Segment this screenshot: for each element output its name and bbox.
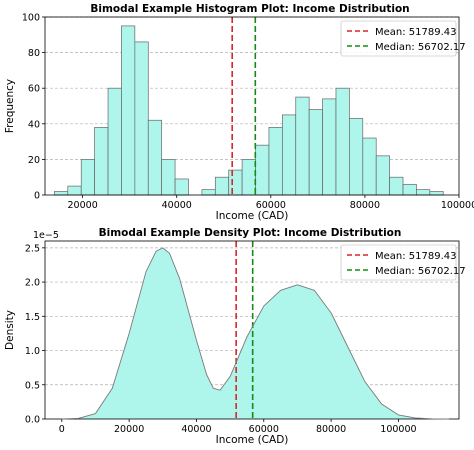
histogram-legend-median-label: Median: 56702.17 [375,42,466,53]
histogram-bar [362,137,377,196]
histogram-bar [375,155,390,196]
dens-y-tick-label: 2.0 [25,278,40,289]
hist-x-tick-label: 80000 [350,200,380,211]
dens-y-tick-label: 1.5 [25,312,40,323]
histogram-bar [335,87,350,196]
histogram-bar [308,109,323,196]
histogram-bar [268,127,283,196]
histogram-y-label: Frequency [4,79,16,133]
histogram-bar [281,114,297,196]
histogram-legend: Mean: 51789.43 Median: 56702.17 [340,20,466,57]
hist-x-tick-label: 60000 [256,200,286,211]
dens-x-tick-label: 100000 [380,424,416,435]
dens-y-tick-label: 0.0 [25,415,40,426]
histogram-bar [416,189,431,196]
hist-y-tick-label: 20 [28,155,40,166]
hist-x-tick-label: 100000 [441,200,474,211]
histogram-bar [228,169,243,196]
histogram-bar [121,25,136,196]
histogram-bar [402,183,417,196]
density-x-ticks: 0 20000 40000 60000 80000 100000 [59,419,417,435]
histogram-frame [44,16,460,196]
density-legend-box [340,244,457,281]
histogram-bar [349,118,364,196]
dens-x-tick-label: 40000 [181,424,211,435]
histogram-bar [295,96,310,196]
density-legend-median-label: Median: 56702.17 [375,266,466,277]
density-title: Bimodal Example Density Plot: Income Dis… [99,227,402,239]
histogram-bar [389,176,404,196]
density-y-ticks: 0.0 0.5 1.0 1.5 2.0 2.5 [25,243,45,426]
density-reference-lines [235,241,254,419]
density-chart: Bimodal Example Density Plot: Income Dis… [4,227,466,446]
density-legend-mean-label: Mean: 51789.43 [375,251,457,262]
density-y-scale-note: 1e−5 [33,230,59,241]
hist-y-tick-label: 40 [28,119,40,130]
density-frame [44,240,460,420]
density-area [61,247,449,419]
histogram-bar [214,176,230,196]
dens-x-tick-label: 0 [59,424,65,435]
density-y-label: Density [4,310,16,350]
hist-x-tick-label: 20000 [68,200,98,211]
histogram-bar [80,159,95,196]
dens-x-tick-label: 60000 [249,424,279,435]
histogram-bar [241,159,256,196]
histogram-bars [54,25,444,196]
histogram-legend-mean-label: Mean: 51789.43 [375,27,457,38]
density-x-label: Income (CAD) [216,434,289,446]
dens-x-tick-label: 20000 [114,424,144,435]
histogram-bar [94,127,109,196]
hist-y-tick-label: 100 [22,13,40,24]
histogram-bar [54,191,69,196]
histogram-bar [161,159,176,196]
histogram-title: Bimodal Example Histogram Plot: Income D… [90,3,409,15]
hist-y-tick-label: 80 [28,48,40,59]
dens-x-tick-label: 80000 [316,424,346,435]
density-legend: Mean: 51789.43 Median: 56702.17 [340,244,466,281]
dens-y-tick-label: 0.5 [25,380,40,391]
histogram-chart: Bimodal Example Histogram Plot: Income D… [4,3,474,222]
dens-y-tick-label: 2.5 [25,243,40,254]
histogram-bar [67,185,82,196]
histogram-bar [147,119,163,196]
histogram-bar [201,189,216,196]
histogram-x-ticks: 20000 40000 60000 80000 100000 [68,195,474,211]
hist-y-tick-label: 60 [28,84,40,95]
histogram-reference-lines [231,17,257,195]
histogram-bar [322,98,337,196]
density-curve [61,247,449,420]
histogram-bar [429,191,444,196]
histogram-bar [174,178,189,196]
histogram-bar [255,144,270,196]
dens-y-tick-label: 1.0 [25,346,40,357]
histogram-x-label: Income (CAD) [216,210,289,222]
histogram-y-ticks: 0 20 40 60 80 100 [22,13,45,202]
histogram-bar [134,41,149,196]
histogram-legend-box [340,20,457,57]
histogram-bar [107,87,122,196]
hist-x-tick-label: 40000 [162,200,192,211]
hist-y-tick-label: 0 [34,191,40,202]
